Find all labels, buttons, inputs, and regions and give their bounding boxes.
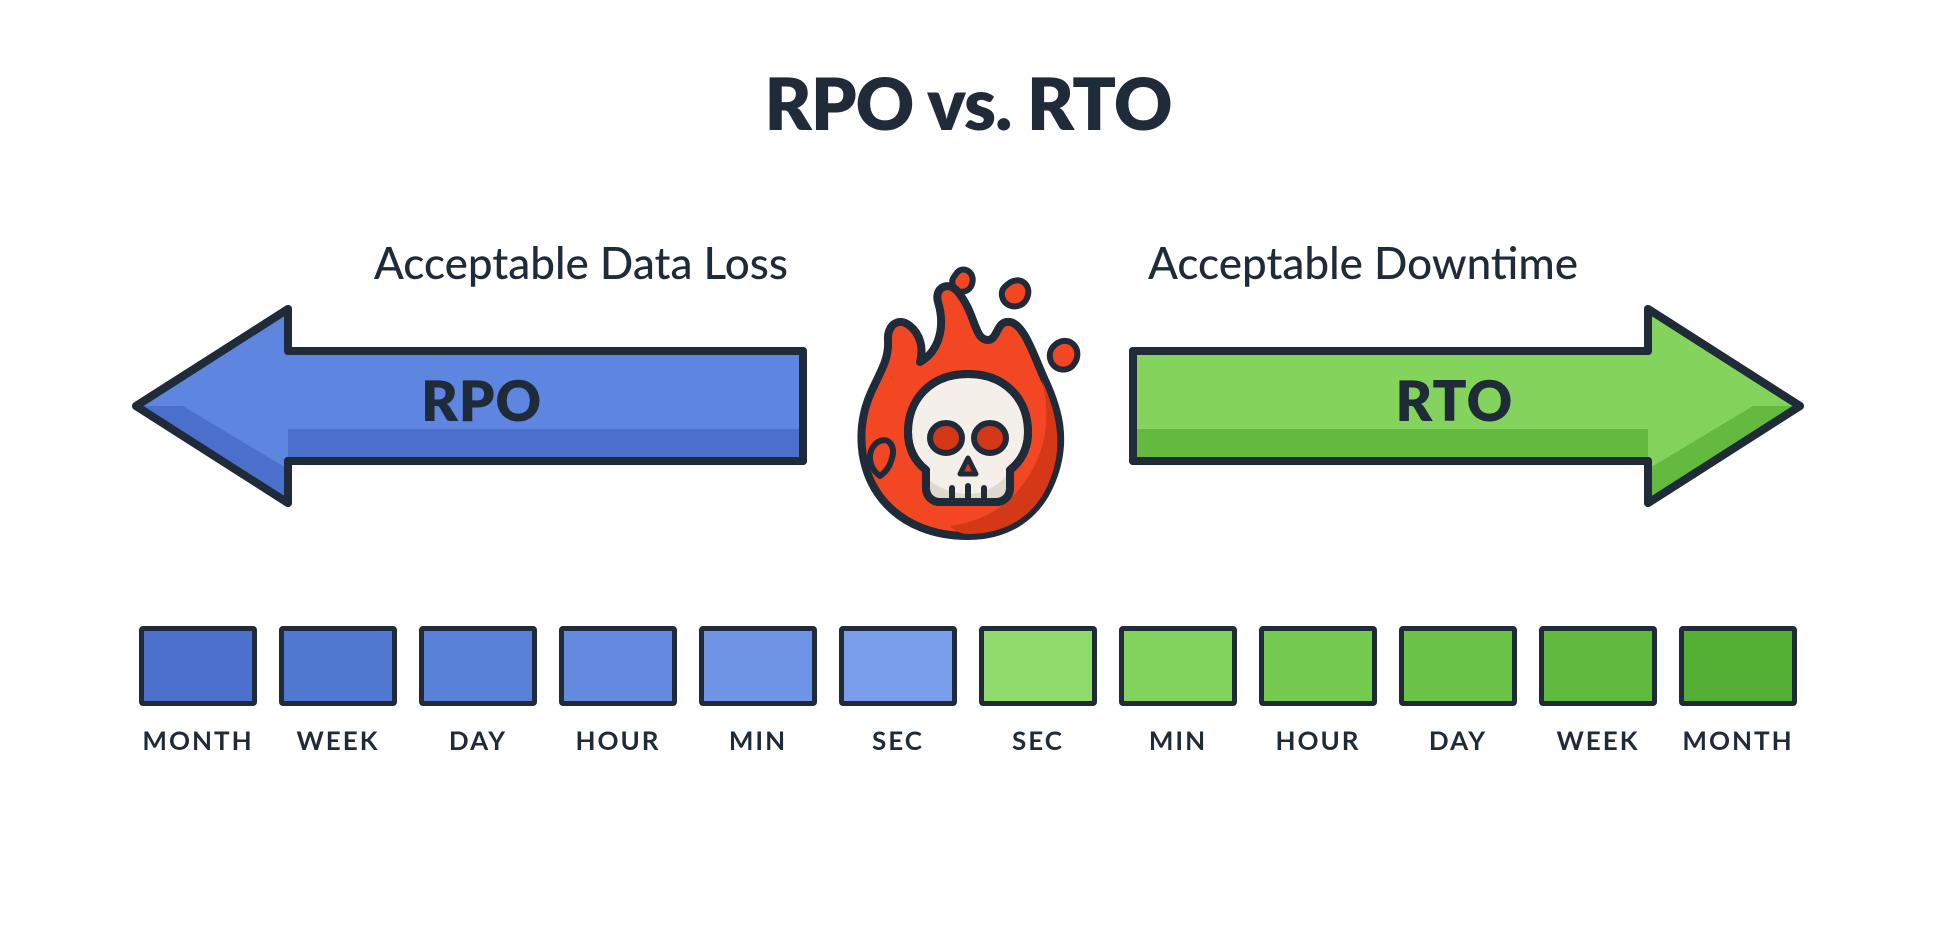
time-cell: MONTH (1679, 626, 1797, 756)
time-cell: MIN (699, 626, 817, 756)
time-box (1119, 626, 1237, 706)
time-box (279, 626, 397, 706)
time-label: MIN (729, 724, 787, 756)
time-box (1679, 626, 1797, 706)
time-label: DAY (1429, 724, 1487, 756)
time-box (1399, 626, 1517, 706)
time-cell: DAY (419, 626, 537, 756)
time-cell: SEC (979, 626, 1097, 756)
time-label: WEEK (1556, 724, 1639, 756)
time-box (839, 626, 957, 706)
time-box (1259, 626, 1377, 706)
time-label: WEEK (296, 724, 379, 756)
rto-main-label: RTO (1396, 366, 1514, 433)
time-label: HOUR (575, 724, 660, 756)
timeline-row: MONTH WEEK DAY HOUR MIN SEC SEC MIN HOUR DAY WEEK M… (0, 626, 1936, 756)
time-label: HOUR (1275, 724, 1360, 756)
time-cell: HOUR (559, 626, 677, 756)
time-cell: MONTH (139, 626, 257, 756)
time-cell: DAY (1399, 626, 1517, 756)
time-cell: SEC (839, 626, 957, 756)
time-label: MIN (1149, 724, 1207, 756)
time-box (419, 626, 537, 706)
time-label: SEC (872, 724, 924, 756)
time-cell: HOUR (1259, 626, 1377, 756)
time-cell: WEEK (279, 626, 397, 756)
time-box (979, 626, 1097, 706)
rto-top-label: Acceptable Downtime (1148, 237, 1578, 289)
time-label: MONTH (142, 724, 253, 756)
time-label: DAY (449, 724, 507, 756)
disaster-fire-icon (838, 266, 1098, 546)
time-box (699, 626, 817, 706)
page-title: RPO vs. RTO (0, 0, 1936, 146)
time-label: SEC (1012, 724, 1064, 756)
rpo-main-label: RPO (421, 366, 542, 433)
time-cell: MIN (1119, 626, 1237, 756)
time-box (559, 626, 677, 706)
time-label: MONTH (1682, 724, 1793, 756)
rto-arrow-block: Acceptable Downtime RTO (1128, 301, 1808, 511)
time-box (139, 626, 257, 706)
time-cell: WEEK (1539, 626, 1657, 756)
rpo-top-label: Acceptable Data Loss (374, 237, 788, 289)
time-box (1539, 626, 1657, 706)
rpo-arrow-block: Acceptable Data Loss RPO (128, 301, 808, 511)
diagram-row: Acceptable Data Loss RPO (0, 266, 1936, 546)
